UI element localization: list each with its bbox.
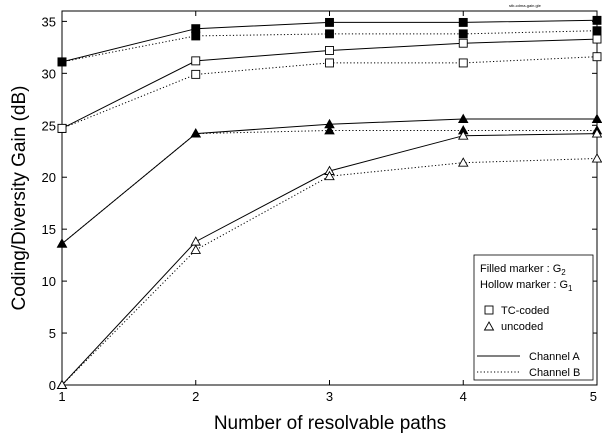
data-point-square — [592, 26, 602, 36]
data-point-square — [325, 58, 334, 68]
data-point-square — [325, 29, 334, 39]
data-point-triangle — [56, 379, 68, 389]
y-tick-label: 35 — [42, 14, 56, 29]
data-point-square — [592, 34, 602, 44]
series-tc-coded-g1-channel-b — [57, 52, 602, 133]
data-point-square — [191, 31, 201, 41]
data-point-triangle — [190, 236, 202, 246]
y-tick-label: 30 — [42, 66, 56, 81]
series-layer — [56, 15, 602, 389]
legend-filled-marker: Filled marker : G2 — [480, 263, 566, 277]
series-line — [61, 130, 597, 245]
data-point-square — [458, 17, 468, 27]
legend-channel-a-label: Channel A — [529, 351, 580, 363]
series-line — [61, 118, 597, 245]
legend-uncoded-label: uncoded — [501, 321, 543, 333]
data-point-square — [458, 58, 468, 68]
data-point-triangle — [591, 153, 602, 163]
data-point-square — [592, 52, 602, 62]
corner-note: stb-cdma-gain.gle — [509, 3, 542, 8]
y-axis-title: Coding/Diversity Gain (dB) — [9, 86, 30, 311]
data-point-square — [458, 29, 468, 39]
legend-filled-marker-subscript: 2 — [561, 268, 566, 277]
data-point-square — [458, 38, 468, 48]
legend-hollow-marker-subscript: 1 — [568, 284, 573, 293]
series-line — [61, 56, 598, 129]
y-tick-label: 20 — [42, 170, 56, 185]
x-tick-label: 3 — [326, 389, 333, 404]
data-point-triangle — [190, 244, 202, 254]
data-point-triangle — [324, 170, 335, 181]
legend-tc-coded-label: TC-coded — [501, 305, 549, 317]
data-point-square — [191, 69, 201, 79]
x-tick-label: 1 — [58, 389, 65, 404]
x-tick-label: 4 — [460, 389, 467, 404]
data-point-triangle — [457, 130, 469, 140]
data-point-triangle — [591, 113, 602, 123]
y-tick-label: 10 — [42, 274, 56, 289]
y-tick-label: 15 — [42, 222, 56, 237]
y-tick-label: 0 — [49, 378, 56, 393]
x-tick-label: 2 — [192, 389, 199, 404]
legend-filled-marker-text: Filled marker : G — [480, 263, 561, 275]
series-line — [61, 158, 598, 386]
series-tc-coded-g2-channel-b — [57, 26, 602, 67]
data-point-square — [191, 56, 201, 66]
data-point-square — [592, 15, 602, 25]
y-tick-label: 5 — [49, 326, 56, 341]
legend-box — [473, 254, 594, 381]
data-point-square — [57, 57, 67, 67]
y-axis: 0 5 10 15 20 25 30 35 — [42, 14, 597, 393]
data-point-triangle — [457, 157, 469, 167]
series-tc-coded-g1-channel-a — [57, 34, 602, 133]
series-uncoded-g2-channel-b — [56, 125, 602, 248]
legend: Filled marker : G2 Hollow marker : G1 TC… — [473, 254, 594, 381]
x-tick-label: 5 — [590, 389, 597, 404]
legend-hollow-marker: Hollow marker : G1 — [480, 279, 573, 293]
data-point-square — [325, 46, 334, 55]
legend-square-symbol — [484, 305, 494, 315]
data-point-square — [191, 24, 201, 34]
data-point-triangle — [56, 238, 68, 248]
data-point-triangle — [457, 113, 469, 123]
data-point-square — [325, 17, 334, 27]
data-point-triangle — [190, 128, 202, 138]
legend-hollow-marker-text: Hollow marker : G — [480, 279, 568, 291]
series-uncoded-g1-channel-b — [56, 153, 602, 389]
data-point-triangle — [591, 128, 602, 138]
y-tick-label: 25 — [42, 118, 56, 133]
legend-triangle-symbol — [483, 321, 495, 331]
legend-channel-b-label: Channel B — [529, 367, 580, 379]
data-point-square — [57, 123, 67, 133]
x-axis-title: Number of resolvable paths — [214, 413, 446, 434]
data-point-triangle — [324, 125, 335, 135]
